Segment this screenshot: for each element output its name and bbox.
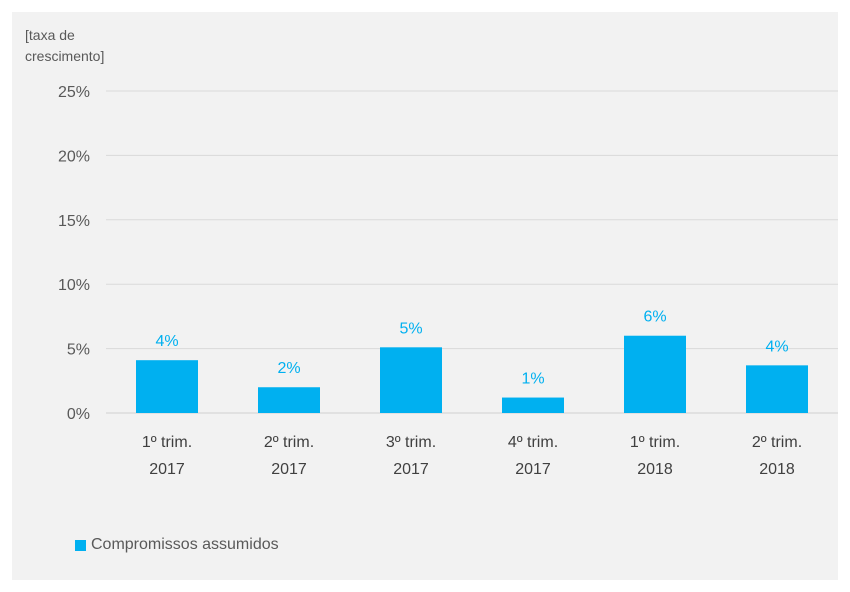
x-tick-label: 4º trim. [508,434,558,451]
y-axis-label-line-2: crescimento] [25,48,105,64]
x-tick-label: 2017 [271,461,307,478]
y-tick-label: 25% [58,84,90,101]
legend-swatch [75,539,86,551]
data-label: 4% [765,338,788,355]
data-label: 4% [155,333,178,350]
x-tick-label: 2018 [637,461,673,478]
y-axis-label-line-1: [taxa de [25,27,75,43]
data-label: 2% [277,360,300,377]
chart-panel [12,12,838,580]
x-tick-label: 3º trim. [386,434,436,451]
data-label: 5% [399,320,422,337]
bar [746,365,808,413]
bar [380,347,442,413]
x-tick-label: 2017 [515,461,551,478]
legend-label: Compromissos assumidos [91,536,279,553]
y-tick-label: 20% [58,148,90,165]
x-tick-label: 2017 [393,461,429,478]
y-tick-label: 0% [67,406,90,423]
y-tick-label: 15% [58,213,90,230]
y-tick-label: 5% [67,342,90,359]
x-tick-label: 2º trim. [752,434,802,451]
x-tick-label: 1º trim. [630,434,680,451]
y-tick-label: 10% [58,277,90,294]
bar [258,387,320,413]
x-tick-label: 2018 [759,461,795,478]
legend: Compromissos assumidos [75,536,279,554]
bar [136,360,198,413]
x-tick-label: 2º trim. [264,434,314,451]
x-tick-label: 1º trim. [142,434,192,451]
data-label: 1% [521,371,544,388]
x-tick-label: 2017 [149,461,185,478]
data-label: 6% [643,309,666,326]
bar [502,397,564,413]
bar [624,335,686,413]
